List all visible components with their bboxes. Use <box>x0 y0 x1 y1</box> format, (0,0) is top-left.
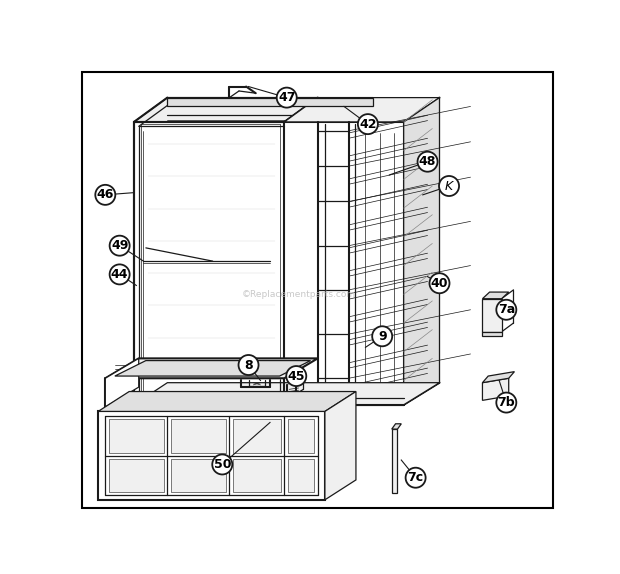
Polygon shape <box>233 459 280 492</box>
Circle shape <box>286 366 306 386</box>
Text: 47: 47 <box>278 91 296 104</box>
Circle shape <box>372 326 392 346</box>
Polygon shape <box>288 419 314 452</box>
Circle shape <box>430 273 450 293</box>
Polygon shape <box>98 391 356 412</box>
Text: K: K <box>445 180 453 192</box>
Circle shape <box>358 114 378 134</box>
Polygon shape <box>233 419 280 452</box>
Circle shape <box>277 88 297 107</box>
Polygon shape <box>134 122 285 405</box>
Text: 46: 46 <box>97 188 114 201</box>
Circle shape <box>110 265 130 284</box>
Text: 50: 50 <box>213 458 231 471</box>
Text: 45: 45 <box>288 370 305 382</box>
Polygon shape <box>325 391 356 500</box>
Polygon shape <box>392 424 401 429</box>
Polygon shape <box>134 98 317 122</box>
Text: 48: 48 <box>419 155 436 168</box>
Text: ©Replacementparts.com: ©Replacementparts.com <box>242 290 356 299</box>
Polygon shape <box>482 371 515 383</box>
Polygon shape <box>482 292 508 298</box>
Polygon shape <box>109 419 164 452</box>
Polygon shape <box>98 412 325 500</box>
Text: 7b: 7b <box>497 396 515 409</box>
Text: 9: 9 <box>378 330 386 343</box>
Polygon shape <box>109 459 164 492</box>
Circle shape <box>212 455 232 475</box>
Circle shape <box>95 185 115 205</box>
Circle shape <box>405 468 425 488</box>
Polygon shape <box>482 378 508 401</box>
Polygon shape <box>288 459 314 492</box>
Text: 8: 8 <box>244 359 253 371</box>
Text: 7a: 7a <box>498 303 515 316</box>
Polygon shape <box>404 98 440 405</box>
Polygon shape <box>392 429 397 493</box>
Circle shape <box>439 176 459 196</box>
Circle shape <box>239 355 259 375</box>
Polygon shape <box>115 360 311 376</box>
Polygon shape <box>482 332 502 336</box>
Circle shape <box>417 152 438 172</box>
Text: 40: 40 <box>431 277 448 290</box>
Polygon shape <box>105 358 139 407</box>
Polygon shape <box>285 98 440 122</box>
Text: 44: 44 <box>111 268 128 281</box>
Circle shape <box>497 300 516 320</box>
Polygon shape <box>134 383 440 405</box>
Text: 42: 42 <box>359 118 376 131</box>
Polygon shape <box>171 459 226 492</box>
Text: 7c: 7c <box>407 471 423 484</box>
Polygon shape <box>171 419 226 452</box>
Circle shape <box>110 236 130 255</box>
Polygon shape <box>482 298 502 332</box>
Polygon shape <box>105 358 317 378</box>
Text: 49: 49 <box>111 239 128 252</box>
Circle shape <box>497 393 516 413</box>
Polygon shape <box>167 98 373 106</box>
